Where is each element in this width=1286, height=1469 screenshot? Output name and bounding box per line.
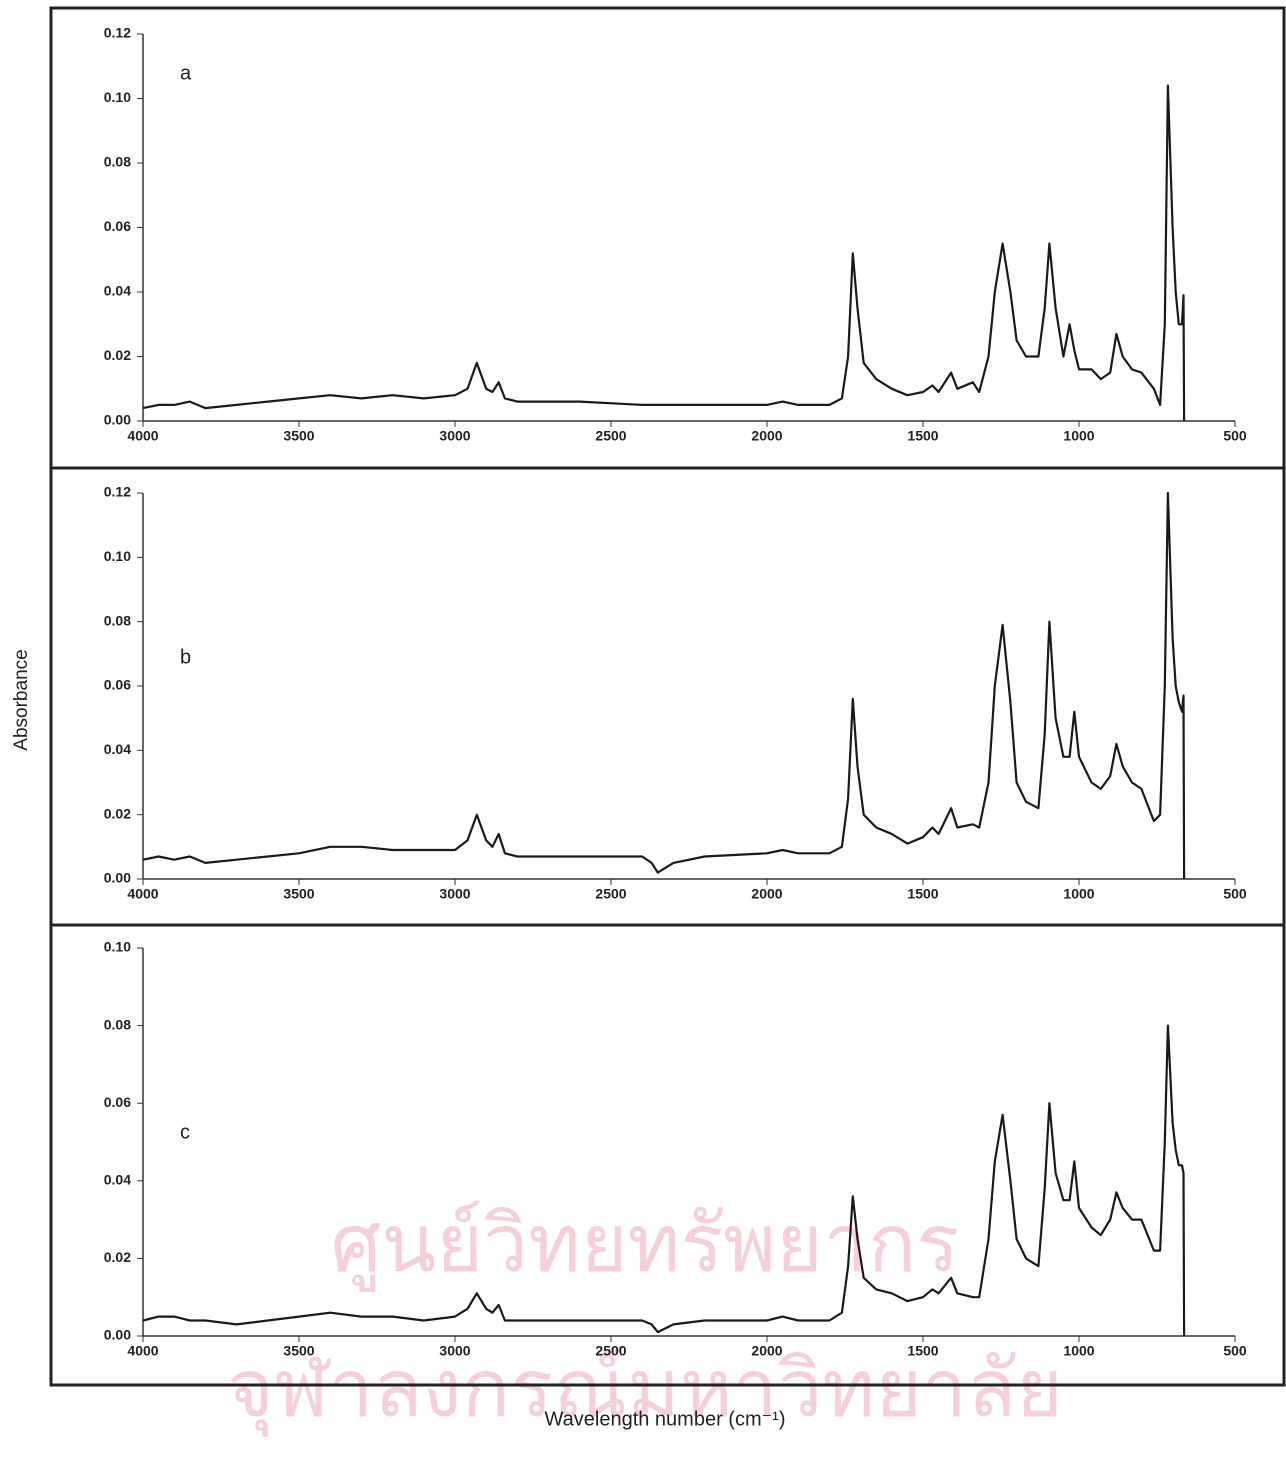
x-tick-label: 3500 <box>283 428 314 444</box>
x-tick-label: 500 <box>1223 1343 1247 1359</box>
y-tick-label: 0.10 <box>104 89 131 105</box>
y-tick-label: 0.04 <box>104 741 131 757</box>
panel-label: b <box>180 646 191 668</box>
y-tick-label: 0.08 <box>104 154 131 170</box>
x-tick-label: 1500 <box>907 1343 938 1359</box>
x-tick-label: 4000 <box>127 1343 158 1359</box>
y-tick-label: 0.06 <box>104 1094 131 1110</box>
y-tick-label: 0.06 <box>104 218 131 234</box>
y-tick-label: 0.08 <box>104 1016 131 1032</box>
y-tick-label: 0.10 <box>104 548 131 564</box>
spectrum-line <box>143 1026 1184 1336</box>
frame <box>51 8 1284 1385</box>
panel-label: a <box>180 62 192 84</box>
y-tick-label: 0.02 <box>104 805 131 821</box>
x-tick-label: 3000 <box>439 886 470 902</box>
x-tick-label: 1000 <box>1063 1343 1094 1359</box>
x-tick-label: 2500 <box>595 886 626 902</box>
y-tick-label: 0.02 <box>104 1249 131 1265</box>
x-tick-label: 2000 <box>751 1343 782 1359</box>
x-tick-label: 2500 <box>595 1343 626 1359</box>
x-tick-label: 3500 <box>283 1343 314 1359</box>
x-tick-label: 500 <box>1223 428 1247 444</box>
x-tick-label: 2000 <box>751 428 782 444</box>
y-tick-label: 0.02 <box>104 347 131 363</box>
x-tick-label: 1000 <box>1063 428 1094 444</box>
x-tick-label: 4000 <box>127 886 158 902</box>
x-tick-label: 3000 <box>439 1343 470 1359</box>
y-tick-label: 0.12 <box>104 484 131 500</box>
y-tick-label: 0.08 <box>104 612 131 628</box>
x-tick-label: 2500 <box>595 428 626 444</box>
y-axis-label: Absorbance <box>11 649 32 750</box>
x-axis-label: Wavelength number (cm⁻¹) <box>545 1408 786 1430</box>
y-tick-label: 0.10 <box>104 939 131 955</box>
x-tick-label: 2000 <box>751 886 782 902</box>
x-tick-label: 3500 <box>283 886 314 902</box>
x-tick-label: 1500 <box>907 886 938 902</box>
panel-label: c <box>180 1121 190 1143</box>
y-tick-label: 0.00 <box>104 1327 131 1343</box>
x-tick-label: 1500 <box>907 428 938 444</box>
y-tick-label: 0.00 <box>104 412 131 428</box>
y-tick-label: 0.06 <box>104 677 131 693</box>
y-tick-label: 0.04 <box>104 283 131 299</box>
x-tick-label: 1000 <box>1063 886 1094 902</box>
x-tick-label: 4000 <box>127 428 158 444</box>
spectrum-line <box>143 86 1184 421</box>
y-tick-label: 0.00 <box>104 870 131 886</box>
x-tick-label: 3000 <box>439 428 470 444</box>
y-tick-label: 0.12 <box>104 25 131 41</box>
y-tick-label: 0.04 <box>104 1172 131 1188</box>
spectrum-line <box>143 493 1184 879</box>
x-tick-label: 500 <box>1223 886 1247 902</box>
chart: ศูนย์วิทยทรัพยากร จุฬาลงกรณ์มหาวิทยาลัย … <box>0 0 1286 1464</box>
